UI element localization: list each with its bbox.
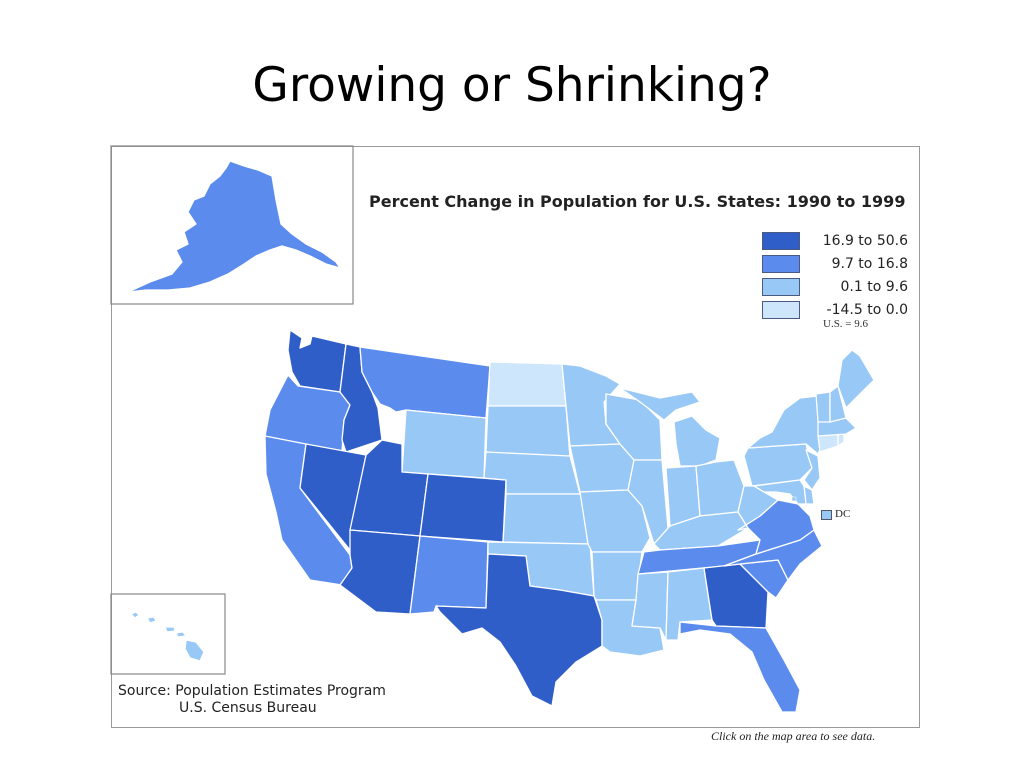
state-michigan[interactable] bbox=[619, 387, 721, 467]
state-arkansas[interactable] bbox=[591, 551, 643, 601]
source-line-1: Source: Population Estimates Program bbox=[118, 683, 386, 699]
state-new-hampshire[interactable] bbox=[829, 385, 847, 423]
click-hint: Click on the map area to see data. bbox=[711, 729, 876, 743]
legend-item: 16.9 to 50.6 bbox=[762, 229, 908, 252]
us-average-note: U.S. = 9.6 bbox=[823, 318, 869, 330]
slide-title: Growing or Shrinking? bbox=[252, 58, 772, 113]
state-florida[interactable] bbox=[679, 621, 801, 713]
legend-item: 0.1 to 9.6 bbox=[762, 275, 908, 298]
state-iowa[interactable] bbox=[569, 443, 635, 493]
state-montana[interactable] bbox=[359, 346, 491, 419]
legend-label: 0.1 to 9.6 bbox=[840, 278, 908, 295]
state-texas[interactable] bbox=[435, 553, 603, 707]
legend-label: -14.5 to 0.0 bbox=[826, 301, 908, 318]
map-title: Percent Change in Population for U.S. St… bbox=[369, 192, 906, 211]
state-new-york[interactable] bbox=[747, 395, 825, 455]
state-west-virginia[interactable] bbox=[737, 485, 779, 531]
legend-swatch bbox=[762, 300, 800, 319]
legend-label: 16.9 to 50.6 bbox=[822, 232, 908, 249]
legend-label: 9.7 to 16.8 bbox=[831, 255, 908, 272]
state-south-dakota[interactable] bbox=[485, 405, 571, 459]
state-colorado[interactable] bbox=[419, 473, 507, 543]
legend-item: 9.7 to 16.8 bbox=[762, 252, 908, 275]
state-wyoming[interactable] bbox=[401, 409, 487, 479]
state-arizona[interactable] bbox=[339, 529, 421, 615]
state-kansas[interactable] bbox=[502, 493, 589, 545]
legend-swatch bbox=[762, 254, 800, 273]
hawaii-inset-box bbox=[110, 593, 226, 675]
state-pennsylvania[interactable] bbox=[743, 443, 813, 487]
state-dc[interactable] bbox=[791, 496, 797, 502]
state-minnesota[interactable] bbox=[561, 363, 621, 447]
legend-swatch bbox=[762, 231, 800, 250]
state-ohio[interactable] bbox=[695, 459, 745, 517]
source-note: Source: Population Estimates Program U.S… bbox=[118, 683, 386, 717]
state-north-dakota[interactable] bbox=[487, 361, 567, 407]
state-washington[interactable] bbox=[287, 329, 347, 393]
dc-label[interactable]: DC bbox=[835, 508, 851, 520]
source-line-2: U.S. Census Bureau bbox=[179, 700, 317, 716]
state-alaska[interactable] bbox=[127, 160, 341, 293]
state-vermont[interactable] bbox=[815, 391, 831, 423]
state-connecticut[interactable] bbox=[817, 433, 839, 453]
state-rhode-island[interactable] bbox=[837, 433, 845, 447]
state-hawaii[interactable] bbox=[130, 611, 205, 662]
legend-swatch bbox=[762, 277, 800, 296]
dc-swatch bbox=[821, 510, 832, 520]
state-indiana[interactable] bbox=[665, 465, 701, 527]
state-maine[interactable] bbox=[837, 349, 875, 409]
state-new-mexico[interactable] bbox=[409, 535, 489, 615]
legend: 16.9 to 50.6 9.7 to 16.8 0.1 to 9.6 -14.… bbox=[762, 229, 908, 321]
alaska-inset-box bbox=[110, 145, 354, 305]
legend-item: -14.5 to 0.0 bbox=[762, 298, 908, 321]
state-maryland[interactable] bbox=[753, 479, 807, 505]
